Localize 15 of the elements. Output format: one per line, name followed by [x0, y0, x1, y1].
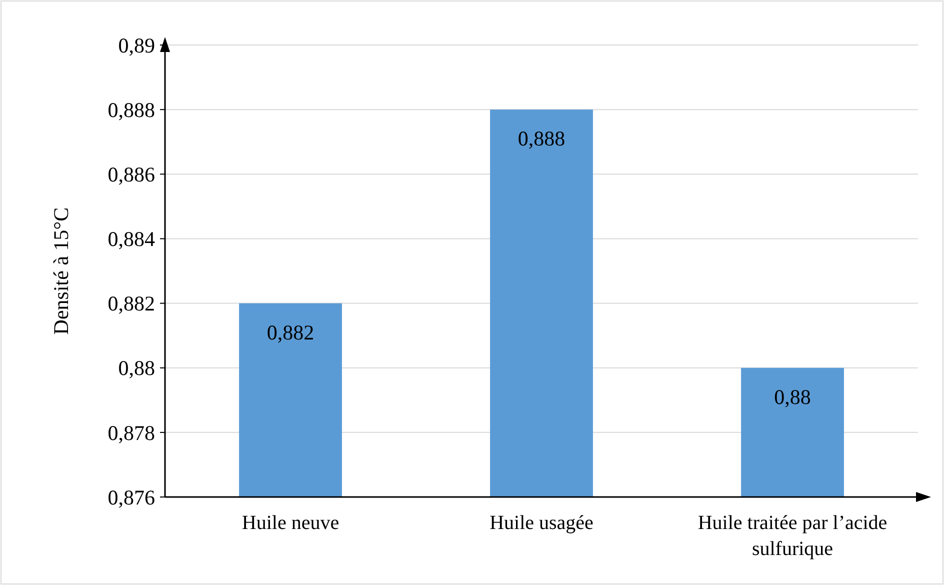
data-label: 0,882	[266, 320, 314, 344]
x-tick-label: Huile traitée par l’acide sulfurique	[698, 512, 888, 560]
x-tick-label: Huile neuve	[242, 512, 340, 534]
data-label: 0,88	[774, 384, 811, 409]
data-label: 0,888	[518, 126, 566, 151]
y-tick-label: 0,884	[108, 227, 156, 252]
x-tick-label: Huile usagée	[490, 512, 594, 534]
y-tick-label: 0,882	[108, 292, 155, 316]
y-tick-label: 0,878	[108, 420, 155, 445]
y-tick-label: 0,876	[108, 485, 155, 510]
y-tick-label: 0,886	[108, 162, 155, 186]
y-axis-title: Densité à 15°C	[49, 207, 73, 335]
y-tick-label: 0,888	[108, 98, 155, 122]
y-tick-label: 0,89	[118, 33, 155, 58]
y-tick-label: 0,88	[118, 356, 155, 380]
